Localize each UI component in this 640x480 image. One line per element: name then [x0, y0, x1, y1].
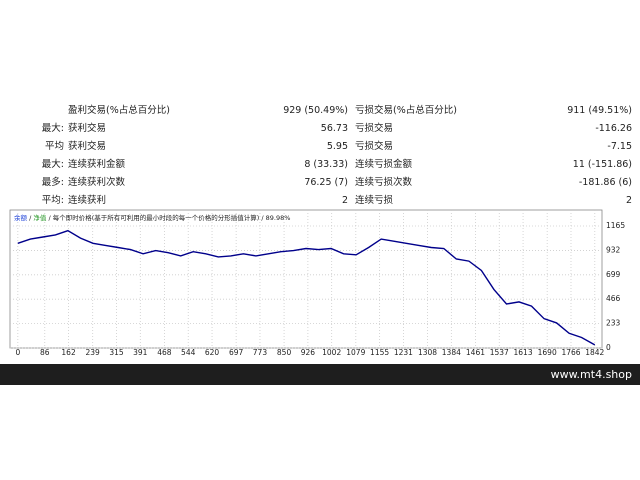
y-tick-label: 932 [606, 245, 621, 254]
y-tick-label: 0 [606, 343, 611, 352]
loss-value: -181.86 (6) [578, 177, 632, 188]
x-tick-label: 468 [157, 348, 172, 357]
stats-row: 最大: 获利交易 56.73 亏损交易 -116.26 [0, 120, 640, 138]
stats-row: 最大: 连续获利金额 8 (33.33) 连续亏损金额 11 (-151.86) [0, 156, 640, 174]
x-tick-label: 1766 [561, 348, 580, 357]
stats-table: 盈利交易(%占总百分比) 929 (50.49%) 亏损交易(%占总百分比) 911 … [0, 102, 640, 210]
win-value: 2 [341, 195, 348, 206]
win-value: 8 (33.33) [304, 159, 348, 170]
header-quality: 89.98% [266, 214, 291, 222]
prefix: 最多: [41, 177, 64, 188]
loss-label: 亏损交易 [355, 123, 394, 134]
x-tick-label: 620 [205, 348, 220, 357]
loss-value: -7.15 [607, 141, 632, 152]
stats-row: 最多: 连续获利次数 76.25 (7) 连续亏损次数 -181.86 (6) [0, 174, 640, 192]
prefix: 最大: [41, 123, 64, 134]
x-tick-label: 239 [86, 348, 101, 357]
loss-label: 连续亏损金额 [355, 159, 413, 170]
x-tick-label: 1002 [322, 348, 341, 357]
win-label: 获利交易 [68, 141, 107, 152]
win-label: 连续获利次数 [68, 177, 126, 188]
x-tick-label: 315 [109, 348, 124, 357]
x-tick-label: 697 [229, 348, 244, 357]
chart-header: 余额 / 净值 / 每个即时价格(基于所有可利用的最小时段的每一个价格的分形插值… [14, 213, 290, 222]
header-equity: 净值 [33, 213, 47, 222]
loss-label: 连续亏损 [355, 195, 394, 206]
win-value: 56.73 [320, 123, 348, 134]
y-tick-label: 233 [606, 319, 621, 328]
loss-value: 911 (49.51%) [567, 105, 632, 116]
x-tick-label: 1231 [394, 348, 413, 357]
y-tick-label: 1165 [606, 221, 625, 230]
header-model: 每个即时价格(基于所有可利用的最小时段的每一个价格的分形插值计算) [53, 213, 260, 222]
loss-label: 亏损交易 [355, 141, 394, 152]
y-tick-label: 466 [606, 294, 621, 303]
chart: 0 233 466 699 932 1165 0 86 162 239 315 391 468 544 62… [9, 209, 625, 357]
loss-value: -116.26 [595, 123, 632, 134]
x-tick-label: 391 [133, 348, 148, 357]
x-tick-label: 1690 [538, 348, 557, 357]
x-tick-label: 850 [277, 348, 292, 357]
x-tick-label: 1155 [370, 348, 389, 357]
x-tick-label: 926 [301, 348, 316, 357]
x-tick-label: 1079 [346, 348, 365, 357]
win-value: 76.25 (7) [304, 177, 348, 188]
balance-line [17, 229, 596, 346]
footer-bar: www.mt4.shop [0, 364, 640, 385]
x-tick-label: 1537 [490, 348, 509, 357]
stats-row: 盈利交易(%占总百分比) 929 (50.49%) 亏损交易(%占总百分比) 911 … [0, 102, 640, 120]
x-tick-label: 0 [15, 348, 20, 357]
header-separator: / [29, 214, 32, 222]
prefix: 平均: [41, 195, 64, 206]
win-label: 连续获利金额 [68, 159, 126, 170]
win-label: 获利交易 [68, 123, 107, 134]
y-tick-label: 699 [606, 270, 621, 279]
x-tick-label: 544 [181, 348, 196, 357]
x-tick-label: 1613 [514, 348, 533, 357]
prefix: 最大: [41, 159, 64, 170]
win-value: 5.95 [326, 141, 348, 152]
x-tick-label: 1384 [442, 348, 461, 357]
loss-label: 亏损交易(%占总百分比) [355, 105, 457, 116]
loss-value: 2 [625, 195, 632, 206]
header-balance: 余额 [14, 213, 28, 222]
win-label: 连续获利 [68, 195, 107, 206]
x-tick-label: 162 [61, 348, 76, 357]
header-separator: / [48, 214, 51, 222]
header-separator: / [261, 214, 264, 222]
footer-text: www.mt4.shop [550, 368, 632, 381]
stats-row: 平均: 连续获利 2 连续亏损 2 [0, 192, 640, 210]
x-tick-label: 1842 [585, 348, 604, 357]
loss-value: 11 (-151.86) [572, 159, 632, 170]
x-tick-label: 1461 [466, 348, 485, 357]
x-tick-label: 773 [253, 348, 268, 357]
x-tick-label: 86 [40, 348, 50, 357]
plot-frame [9, 209, 603, 349]
x-tick-label: 1308 [418, 348, 437, 357]
prefix: 平均 [44, 141, 64, 152]
loss-label: 连续亏损次数 [355, 177, 413, 188]
win-value: 929 (50.49%) [283, 105, 348, 116]
win-label: 盈利交易(%占总百分比) [68, 105, 170, 116]
stats-row: 平均 获利交易 5.95 亏损交易 -7.15 [0, 138, 640, 156]
